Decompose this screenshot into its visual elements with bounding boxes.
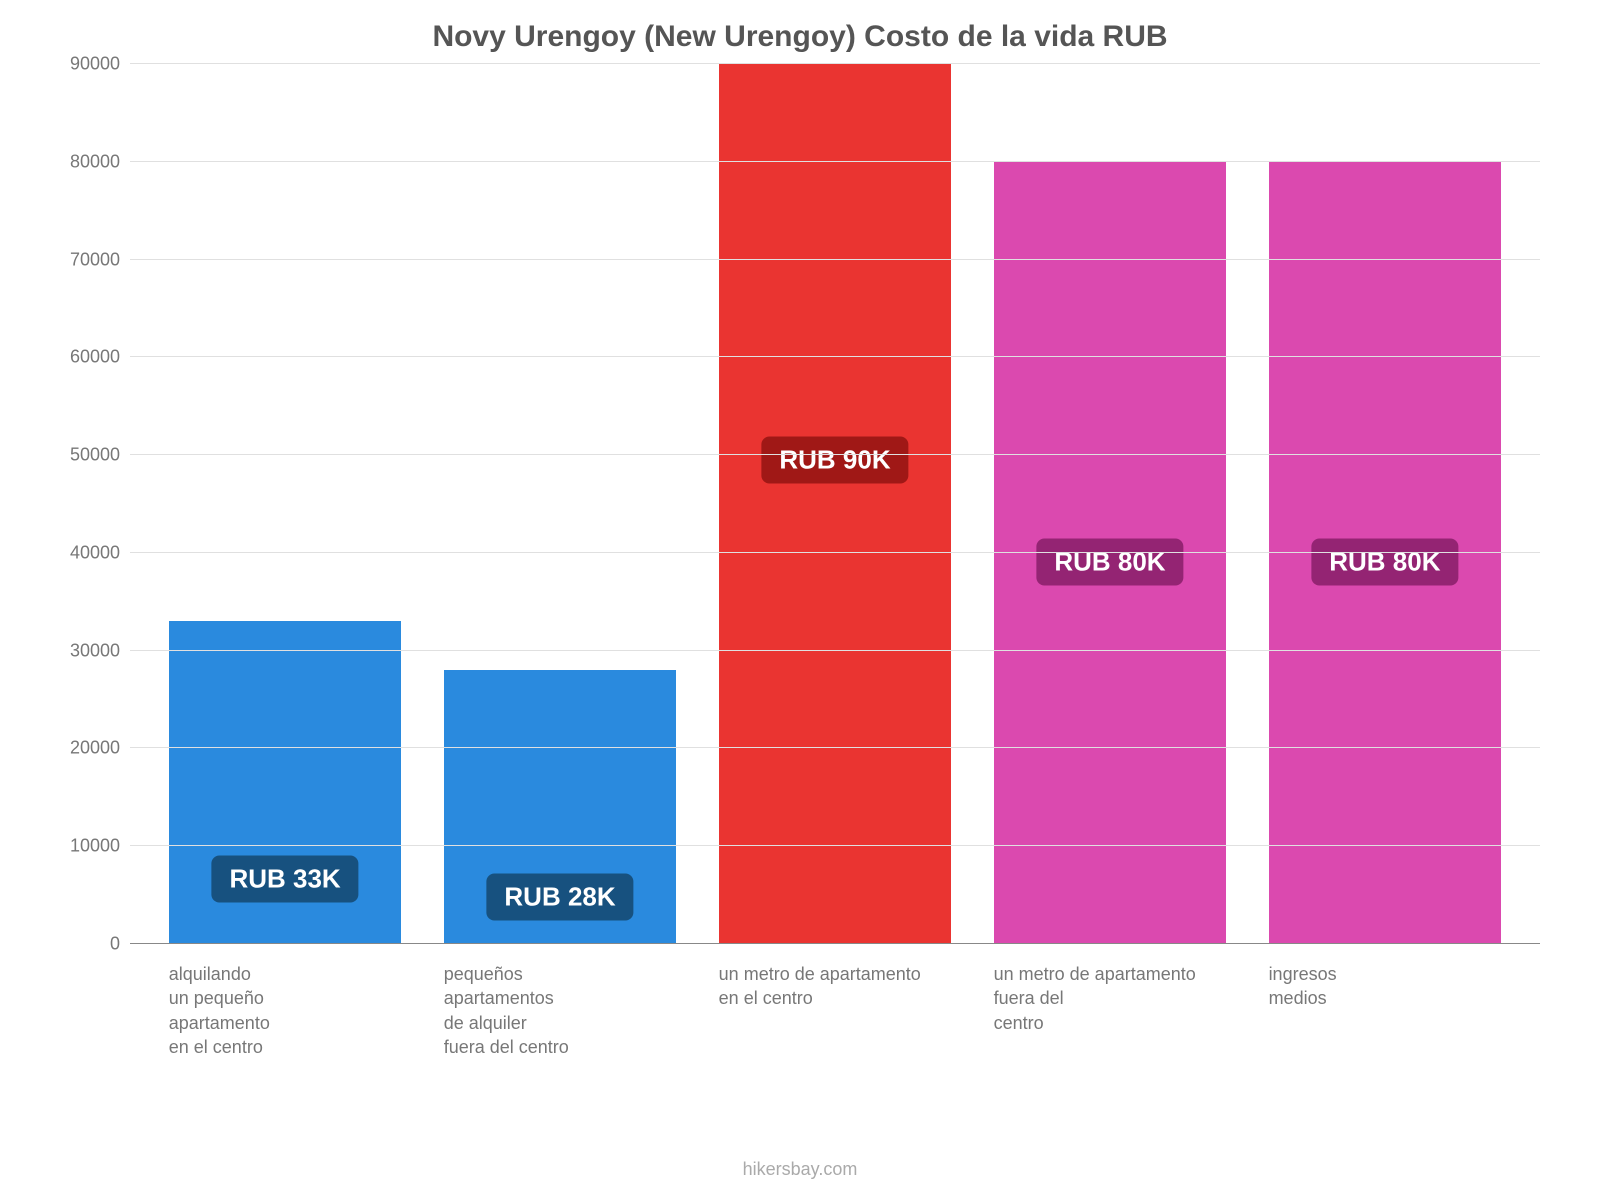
gridline: [130, 650, 1540, 651]
gridline: [130, 845, 1540, 846]
x-baseline: [130, 943, 1540, 944]
gridline: [130, 63, 1540, 64]
bars-layer: RUB 33K RUB 28K RUB 90K RUB 80K RUB 80K: [130, 64, 1540, 944]
chart-title: Novy Urengoy (New Urengoy) Costo de la v…: [40, 20, 1560, 54]
y-axis: 0100002000030000400005000060000700008000…: [40, 64, 120, 944]
y-tick: 40000: [40, 542, 120, 563]
bar-value-label: RUB 90K: [761, 437, 908, 484]
y-tick: 10000: [40, 836, 120, 857]
y-tick: 30000: [40, 640, 120, 661]
gridline: [130, 552, 1540, 553]
bar: RUB 28K: [444, 670, 677, 944]
bar-value-label: RUB 80K: [1036, 538, 1183, 585]
plot-area: 0100002000030000400005000060000700008000…: [130, 64, 1540, 944]
y-tick: 50000: [40, 445, 120, 466]
y-tick: 80000: [40, 151, 120, 172]
y-tick: 60000: [40, 347, 120, 368]
x-axis-label: un metro de apartamentofuera delcentro: [994, 962, 1269, 1035]
gridline: [130, 747, 1540, 748]
y-tick: 0: [40, 934, 120, 955]
x-axis: alquilandoun pequeñoapartamentoen el cen…: [130, 962, 1540, 1102]
bar: RUB 80K: [1269, 162, 1502, 944]
bar: RUB 90K: [719, 64, 952, 944]
x-axis-label: pequeñosapartamentosde alquilerfuera del…: [444, 962, 719, 1059]
x-axis-label: un metro de apartamentoen el centro: [719, 962, 994, 1011]
gridline: [130, 356, 1540, 357]
y-tick: 90000: [40, 54, 120, 75]
y-tick: 20000: [40, 738, 120, 759]
bar: RUB 80K: [994, 162, 1227, 944]
chart-container: Novy Urengoy (New Urengoy) Costo de la v…: [40, 20, 1560, 1180]
gridline: [130, 454, 1540, 455]
gridline: [130, 259, 1540, 260]
gridline: [130, 161, 1540, 162]
y-tick: 70000: [40, 249, 120, 270]
x-axis-label: alquilandoun pequeñoapartamentoen el cen…: [169, 962, 444, 1059]
bar-value-label: RUB 33K: [211, 855, 358, 902]
bar-value-label: RUB 28K: [486, 874, 633, 921]
bar-value-label: RUB 80K: [1311, 538, 1458, 585]
x-axis-label: ingresosmedios: [1269, 962, 1544, 1011]
bar: RUB 33K: [169, 621, 402, 944]
footer-credit: hikersbay.com: [0, 1159, 1600, 1180]
